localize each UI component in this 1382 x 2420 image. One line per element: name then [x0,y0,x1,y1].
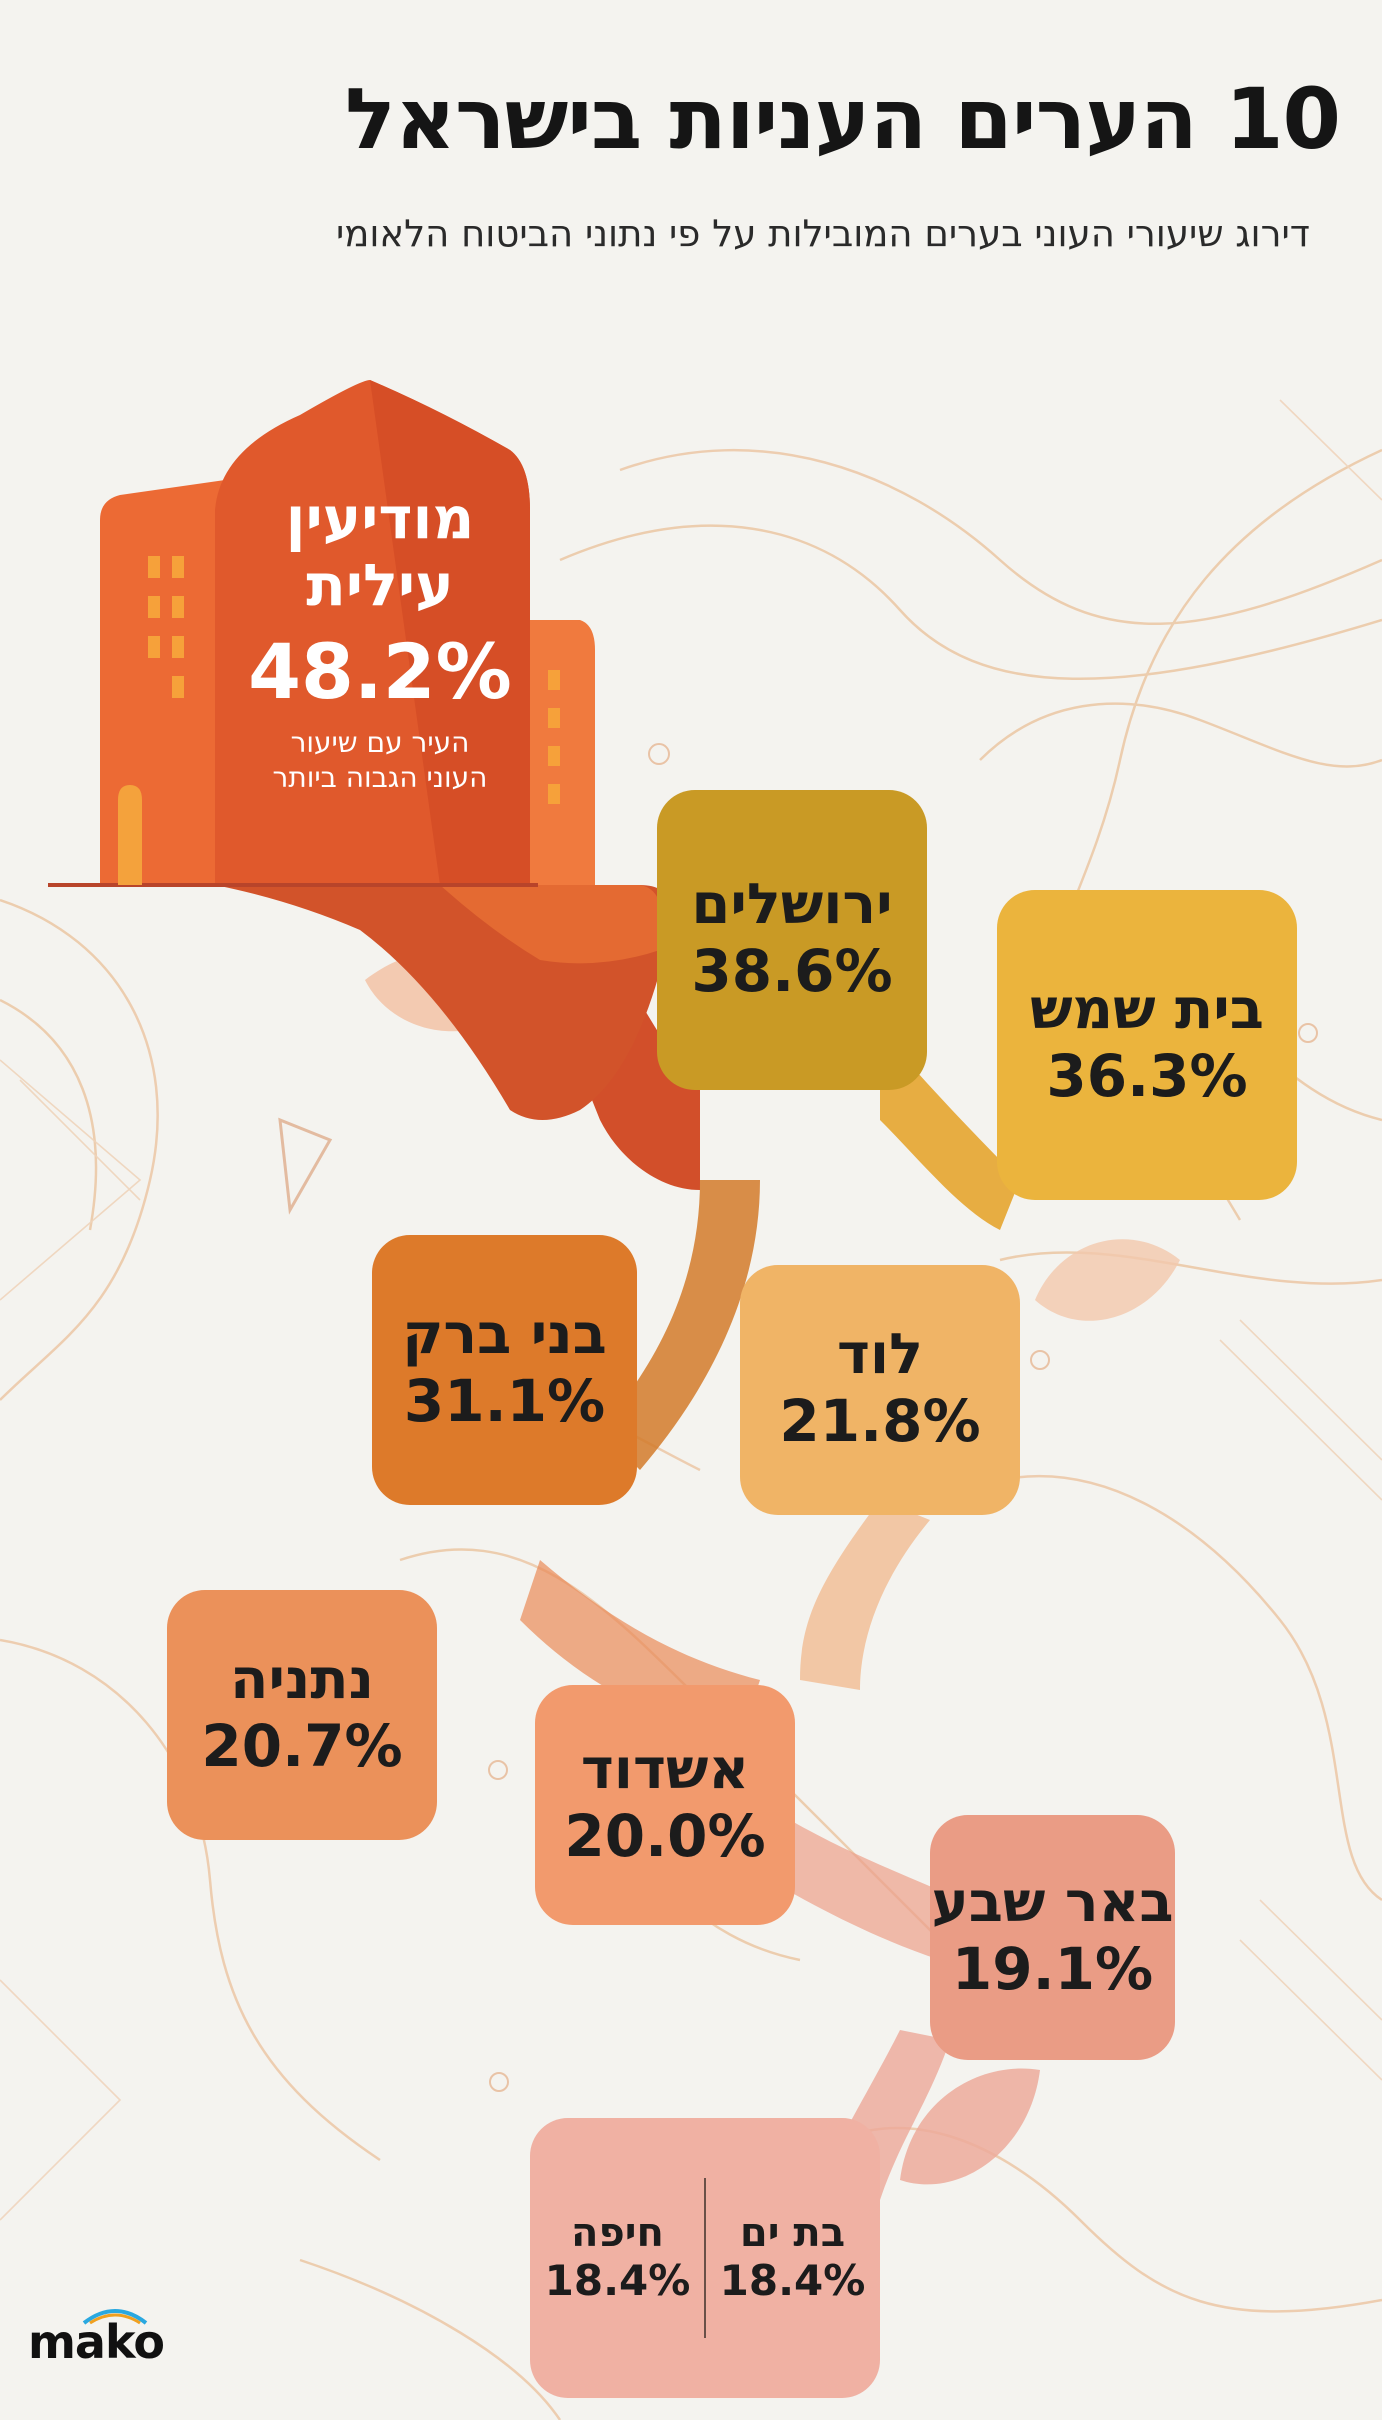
city-rate: 20.7% [201,1712,403,1781]
city-rate: 19.1% [951,1934,1154,2003]
city-tile-bnei-brak: בני ברק 31.1% [372,1235,637,1505]
city-rate: 20.0% [564,1802,766,1871]
hero-city-line1: מודיעין [285,484,475,552]
hero-city-line2: עילית [306,550,454,619]
city-name: באר שבע [931,1869,1174,1935]
city-rate: 18.4% [544,2255,691,2305]
hero-building-illustration [48,380,672,1120]
city-tile-beit-shemesh: בית שמש 36.3% [997,890,1297,1200]
city-tile-bat-yam: בת ים 18.4% [705,2118,880,2398]
city-rate: 18.4% [719,2255,866,2305]
logo-arc-icon [82,2309,148,2325]
city-name: נתניה [230,1647,374,1712]
tile-divider [704,2178,706,2338]
city-name: בני ברק [402,1302,607,1367]
city-rate: 21.8% [779,1387,981,1456]
city-tile-haifa: חיפה 18.4% [530,2118,705,2398]
hero-rate: 48.2% [248,627,512,717]
city-tile-beer-sheva: באר שבע 19.1% [930,1815,1175,2060]
city-tile-jerusalem: ירושלים 38.6% [657,790,927,1090]
page-subtitle: דירוג שיעורי העוני בערים המובילות על פי … [335,212,1310,255]
city-name: בית שמש [1030,977,1264,1042]
city-name: בת ים [739,2209,846,2256]
city-name: לוד [836,1322,924,1387]
city-tile-ashdod: אשדוד 20.0% [535,1685,795,1925]
city-name: אשדוד [580,1737,750,1802]
city-rate: 31.1% [403,1367,606,1436]
hero-text-block: מודיעין עילית 48.2% העיר עם שיעור העוני … [230,485,530,795]
city-tile-lod: לוד 21.8% [740,1265,1020,1515]
city-tile-bat-yam-haifa: בת ים 18.4% חיפה 18.4% [530,2118,880,2398]
city-rate: 36.3% [1046,1042,1248,1111]
hero-note-line2: העוני הגבוה ביותר [272,761,488,795]
page-title: 10 הערים העניות בישראל [345,70,1341,168]
mako-logo: mako [28,2309,165,2369]
logo-text: mako [28,2315,165,2369]
city-tile-netanya: נתניה 20.7% [167,1590,437,1840]
city-name: ירושלים [691,872,893,937]
city-name: חיפה [570,2209,665,2256]
hero-note-line1: העיר עם שיעור [290,726,470,760]
city-rate: 38.6% [691,937,893,1006]
